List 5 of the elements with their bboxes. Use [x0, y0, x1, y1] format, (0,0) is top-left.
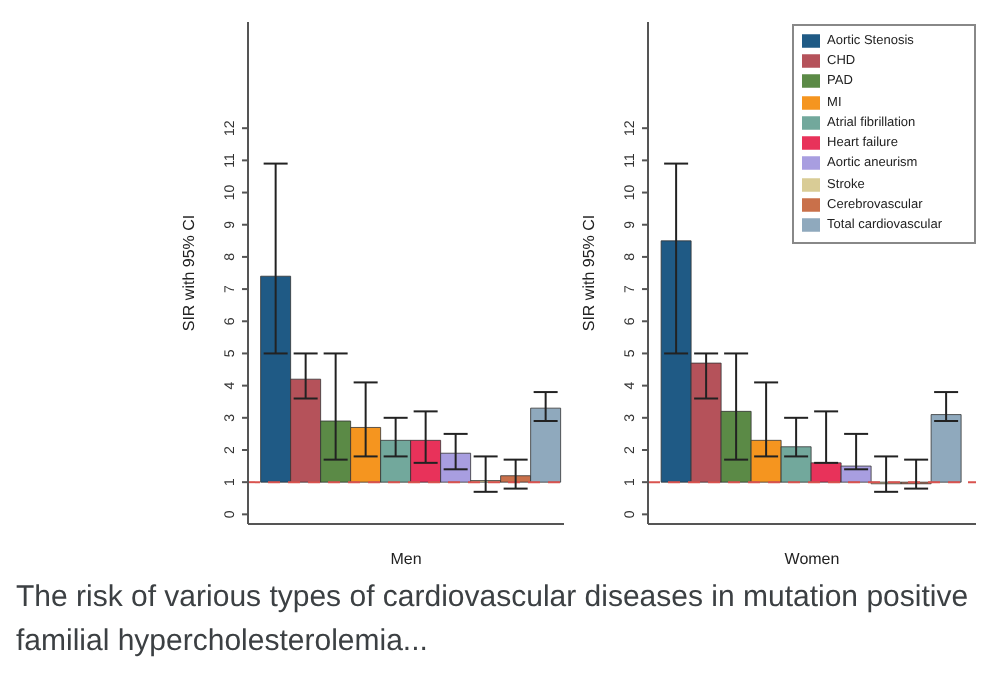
text: The risk of various types of cardiovascular diseases in mutation positive familial hypercholesterolemia...: [16, 578, 971, 662]
x-axis-title: Women: [784, 550, 840, 568]
y-axis-title: SIR with 95% CI: [579, 214, 598, 332]
x-axis-title: Men: [390, 550, 422, 568]
y-axis-title: SIR with 95% CI: [179, 214, 198, 332]
